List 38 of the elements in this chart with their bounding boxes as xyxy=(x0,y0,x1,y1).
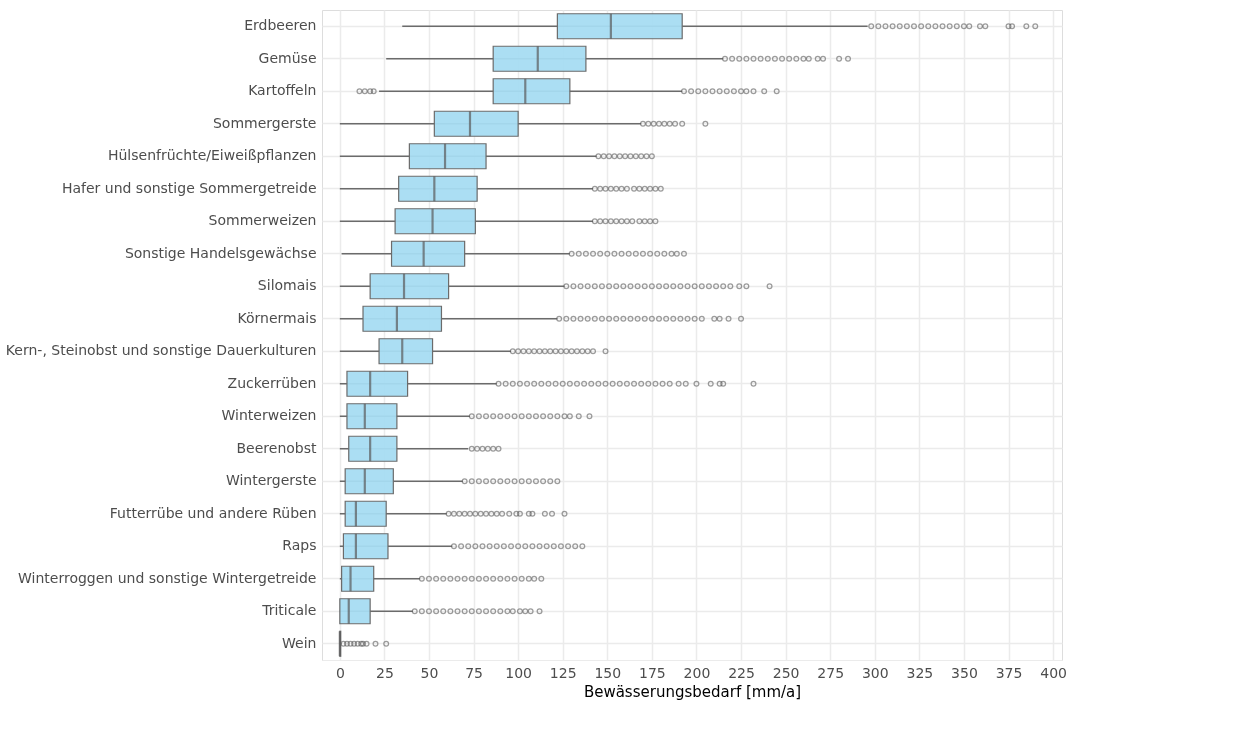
y-tick-label: Körnermais xyxy=(237,309,317,326)
y-tick-label: Hülsenfrüchte/Eiweißpflanzen xyxy=(107,147,317,164)
x-tick-label: 25 xyxy=(376,664,394,681)
y-tick-label: Wintergerste xyxy=(225,472,317,489)
y-tick-label: Beerenobst xyxy=(236,439,317,456)
y-tick-label: Kern-, Steinobst und sonstige Dauerkulturen xyxy=(5,342,317,359)
y-tick-label: Winterroggen und sonstige Wintergetreide xyxy=(18,569,317,586)
y-tick-label: Wein xyxy=(282,634,317,651)
x-tick-label: 275 xyxy=(817,664,845,681)
y-tick-label: Futterrübe und andere Rüben xyxy=(109,504,317,521)
x-tick-label: 325 xyxy=(906,664,934,681)
x-tick-label: 250 xyxy=(772,664,800,681)
y-tick-label: Hafer und sonstige Sommergetreide xyxy=(61,179,317,196)
y-tick-label: Winterweizen xyxy=(221,407,317,424)
y-tick-label: Sonstige Handelsgewächse xyxy=(124,244,317,261)
x-tick-label: 50 xyxy=(420,664,439,681)
x-tick-label: 150 xyxy=(594,664,622,681)
y-tick-label: Silomais xyxy=(257,277,317,294)
y-tick-label: Sommergerste xyxy=(212,114,317,131)
x-tick-label: 350 xyxy=(951,664,978,681)
x-tick-label: 225 xyxy=(728,664,755,681)
x-axis-title: Bewässerungsbedarf [mm/a] xyxy=(583,682,802,701)
y-tick-label: Zuckerrüben xyxy=(227,374,317,391)
x-tick-label: 400 xyxy=(1040,664,1067,681)
y-tick-label: Kartoffeln xyxy=(248,82,317,99)
y-tick-label: Gemüse xyxy=(258,49,317,66)
x-tick-label: 125 xyxy=(549,664,577,681)
x-tick-label: 0 xyxy=(335,664,345,681)
x-tick-label: 75 xyxy=(465,664,483,681)
x-tick-label: 200 xyxy=(683,664,711,681)
y-tick-label: Sommerweizen xyxy=(208,212,317,229)
y-tick-label: Triticale xyxy=(261,602,317,619)
x-tick-label: 375 xyxy=(995,664,1023,681)
y-tick-label: Erdbeeren xyxy=(244,17,317,34)
x-tick-label: 300 xyxy=(861,664,889,681)
x-tick-label: 100 xyxy=(505,664,533,681)
y-tick-label: Raps xyxy=(282,537,317,554)
x-tick-label: 175 xyxy=(639,664,666,681)
